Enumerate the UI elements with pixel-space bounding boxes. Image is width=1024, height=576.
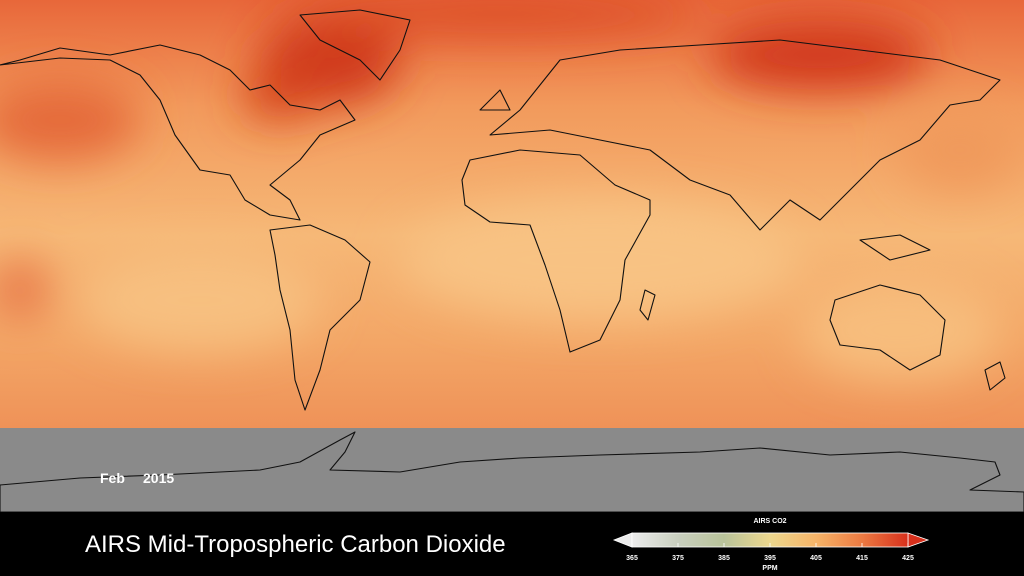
colorbar-tick-label: 365 <box>626 555 638 562</box>
antarctic-band <box>0 428 1024 512</box>
antarctica <box>0 431 1024 513</box>
title: AIRS Mid-Tropospheric Carbon Dioxide <box>85 531 506 558</box>
colorbar-tick-label: 405 <box>810 555 822 562</box>
colorbar-unit: PPM <box>762 565 777 572</box>
colorbar-title: AIRS CO2 <box>753 518 786 525</box>
co2-blotches <box>0 0 1020 380</box>
colorbar-tick-label: 375 <box>672 555 684 562</box>
colorbar: AIRS CO2 PPM 365 375 385 395 405 415 425 <box>612 518 930 572</box>
continent-outlines <box>0 9 1006 411</box>
colorbar-tick-label: 415 <box>856 555 868 562</box>
colorbar-tick-label: 425 <box>902 555 914 562</box>
date-year: 2015 <box>143 470 174 486</box>
colorbar-tick-label: 395 <box>764 555 776 562</box>
date-month: Feb <box>100 470 125 486</box>
colorbar-tick-label: 385 <box>718 555 730 562</box>
